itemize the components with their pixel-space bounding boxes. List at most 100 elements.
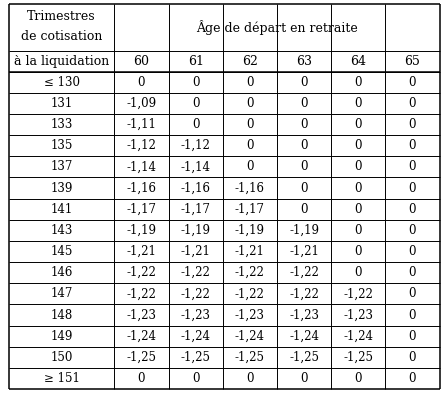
Text: 0: 0 [300, 139, 308, 152]
Text: -1,25: -1,25 [289, 351, 319, 364]
Text: 131: 131 [51, 97, 73, 110]
Text: 0: 0 [409, 139, 416, 152]
Text: 0: 0 [246, 139, 254, 152]
Text: 0: 0 [409, 181, 416, 195]
Text: -1,19: -1,19 [235, 224, 265, 237]
Text: -1,19: -1,19 [289, 224, 319, 237]
Text: Trimestres: Trimestres [28, 10, 96, 23]
Text: 0: 0 [409, 308, 416, 322]
Text: -1,22: -1,22 [235, 266, 265, 279]
Text: -1,22: -1,22 [181, 287, 210, 301]
Text: 0: 0 [354, 139, 362, 152]
Text: 0: 0 [354, 118, 362, 131]
Text: 0: 0 [138, 76, 145, 89]
Text: 146: 146 [51, 266, 73, 279]
Text: -1,22: -1,22 [343, 287, 373, 301]
Text: -1,19: -1,19 [181, 224, 211, 237]
Text: -1,24: -1,24 [181, 330, 211, 343]
Text: -1,23: -1,23 [127, 308, 156, 322]
Text: 147: 147 [51, 287, 73, 301]
Text: 0: 0 [409, 160, 416, 173]
Text: -1,23: -1,23 [235, 308, 265, 322]
Text: 0: 0 [300, 97, 308, 110]
Text: 0: 0 [354, 181, 362, 195]
Text: 0: 0 [192, 118, 199, 131]
Text: -1,22: -1,22 [127, 287, 156, 301]
Text: 0: 0 [354, 224, 362, 237]
Text: 0: 0 [354, 97, 362, 110]
Text: 0: 0 [354, 245, 362, 258]
Text: -1,22: -1,22 [289, 287, 319, 301]
Text: -1,24: -1,24 [127, 330, 156, 343]
Text: -1,25: -1,25 [235, 351, 265, 364]
Text: 0: 0 [192, 76, 199, 89]
Text: 65: 65 [404, 55, 420, 67]
Text: -1,14: -1,14 [181, 160, 211, 173]
Text: 62: 62 [242, 55, 258, 67]
Text: 0: 0 [354, 203, 362, 216]
Text: -1,16: -1,16 [127, 181, 156, 195]
Text: 137: 137 [51, 160, 73, 173]
Text: 0: 0 [300, 76, 308, 89]
Text: -1,22: -1,22 [181, 266, 210, 279]
Text: -1,22: -1,22 [289, 266, 319, 279]
Text: 0: 0 [354, 372, 362, 385]
Text: -1,17: -1,17 [235, 203, 265, 216]
Text: -1,24: -1,24 [289, 330, 319, 343]
Text: 61: 61 [188, 55, 204, 67]
Text: 0: 0 [300, 160, 308, 173]
Text: -1,22: -1,22 [235, 287, 265, 301]
Text: 0: 0 [300, 181, 308, 195]
Text: -1,21: -1,21 [289, 245, 319, 258]
Text: 0: 0 [354, 266, 362, 279]
Text: 0: 0 [409, 245, 416, 258]
Text: -1,21: -1,21 [181, 245, 210, 258]
Text: 150: 150 [51, 351, 73, 364]
Text: -1,24: -1,24 [343, 330, 373, 343]
Text: -1,16: -1,16 [235, 181, 265, 195]
Text: Âge de départ en retraite: Âge de départ en retraite [196, 20, 358, 35]
Text: -1,14: -1,14 [127, 160, 156, 173]
Text: 0: 0 [354, 160, 362, 173]
Text: 143: 143 [51, 224, 73, 237]
Text: ≤ 130: ≤ 130 [44, 76, 79, 89]
Text: -1,24: -1,24 [235, 330, 265, 343]
Text: 0: 0 [409, 97, 416, 110]
Text: 0: 0 [246, 118, 254, 131]
Text: 63: 63 [296, 55, 312, 67]
Text: -1,12: -1,12 [127, 139, 156, 152]
Text: 0: 0 [138, 372, 145, 385]
Text: 135: 135 [51, 139, 73, 152]
Text: 139: 139 [51, 181, 73, 195]
Text: -1,25: -1,25 [343, 351, 373, 364]
Text: -1,23: -1,23 [289, 308, 319, 322]
Text: 0: 0 [409, 203, 416, 216]
Text: 0: 0 [409, 118, 416, 131]
Text: 0: 0 [246, 97, 254, 110]
Text: -1,25: -1,25 [181, 351, 211, 364]
Text: 60: 60 [134, 55, 150, 67]
Text: 0: 0 [300, 118, 308, 131]
Text: 0: 0 [246, 372, 254, 385]
Text: -1,12: -1,12 [181, 139, 210, 152]
Text: 145: 145 [51, 245, 73, 258]
Text: 149: 149 [51, 330, 73, 343]
Text: -1,17: -1,17 [127, 203, 156, 216]
Text: 0: 0 [409, 372, 416, 385]
Text: 0: 0 [409, 266, 416, 279]
Text: 0: 0 [246, 160, 254, 173]
Text: 0: 0 [409, 351, 416, 364]
Text: -1,22: -1,22 [127, 266, 156, 279]
Text: 141: 141 [51, 203, 73, 216]
Text: -1,16: -1,16 [181, 181, 211, 195]
Text: 0: 0 [409, 287, 416, 301]
Text: à la liquidation: à la liquidation [14, 55, 109, 67]
Text: 0: 0 [300, 203, 308, 216]
Text: 0: 0 [409, 224, 416, 237]
Text: 0: 0 [300, 372, 308, 385]
Text: 0: 0 [246, 76, 254, 89]
Text: 0: 0 [409, 330, 416, 343]
Text: 0: 0 [354, 76, 362, 89]
Text: ≥ 151: ≥ 151 [44, 372, 79, 385]
Text: -1,23: -1,23 [181, 308, 211, 322]
